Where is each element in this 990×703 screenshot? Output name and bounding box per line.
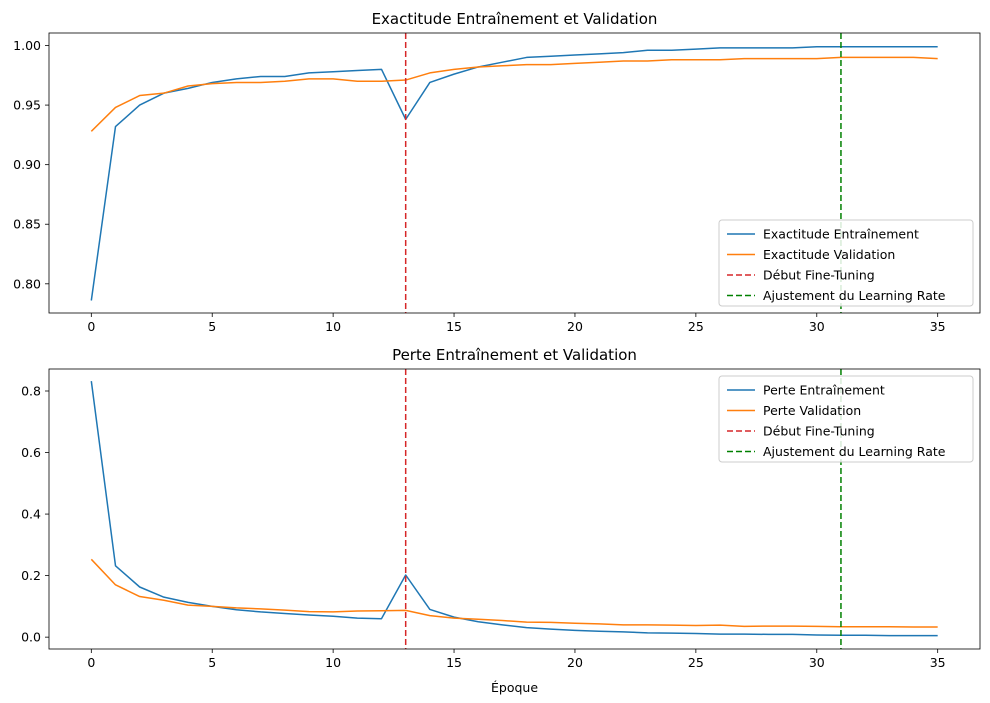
x-tick-label: 20 [567,319,583,334]
legend-label: Début Fine-Tuning [763,424,875,439]
axes-frame [48,32,981,314]
y-tick-label: 0.95 [13,98,41,113]
axes-frame [48,368,981,650]
legend-label: Début Fine-Tuning [763,268,875,283]
loss-chart: Perte Entraînement et Validation 0 5 10 15 20… [21,346,981,695]
x-tick-label: 30 [809,655,825,670]
y-tick-label: 0.85 [13,217,41,232]
x-tick-label: 25 [688,319,704,334]
legend-label: Perte Entraînement [763,383,885,398]
series-line-training [90,381,938,637]
x-tick-label: 5 [208,655,216,670]
x-tick-label: 25 [688,655,704,670]
x-tick-label: 30 [809,319,825,334]
y-tick-label: 0.6 [21,445,41,460]
x-tick-label: 10 [325,655,341,670]
y-tick-label: 0.8 [21,384,41,399]
y-tick-label: 0.4 [21,507,41,522]
legend-label: Ajustement du Learning Rate [763,444,946,459]
legend-label: Ajustement du Learning Rate [763,288,946,303]
series-line-validation [90,558,938,628]
x-tick-label: 0 [87,319,95,334]
legend-label: Exactitude Entraînement [763,227,919,242]
legend: Exactitude Entraînement Exactitude Valida… [718,219,974,307]
y-tick-label: 1.00 [13,38,41,53]
chart-title: Perte Entraînement et Validation [392,346,637,364]
accuracy-chart: Exactitude Entraînement et Validation 0 5 1… [13,10,981,334]
legend-label: Perte Validation [763,403,861,418]
series-line-validation [90,56,938,132]
x-tick-label: 10 [325,319,341,334]
legend: Perte Entraînement Perte Validation Début … [718,375,974,463]
x-tick-label: 15 [446,655,462,670]
chart-title: Exactitude Entraînement et Validation [372,10,658,28]
y-tick-label: 0.2 [21,568,41,583]
legend-box [718,375,974,463]
y-tick-label: 0.80 [13,276,41,291]
x-tick-label: 15 [446,319,462,334]
x-tick-label: 35 [930,655,946,670]
x-tick-label: 0 [87,655,95,670]
series-line-training [90,45,938,301]
y-tick-label: 0.0 [21,630,41,645]
x-axis-label: Époque [491,680,538,695]
y-tick-label: 0.90 [13,157,41,172]
x-tick-label: 35 [930,319,946,334]
legend-box [718,219,974,307]
x-tick-label: 5 [208,319,216,334]
x-tick-label: 20 [567,655,583,670]
legend-label: Exactitude Validation [763,247,895,262]
